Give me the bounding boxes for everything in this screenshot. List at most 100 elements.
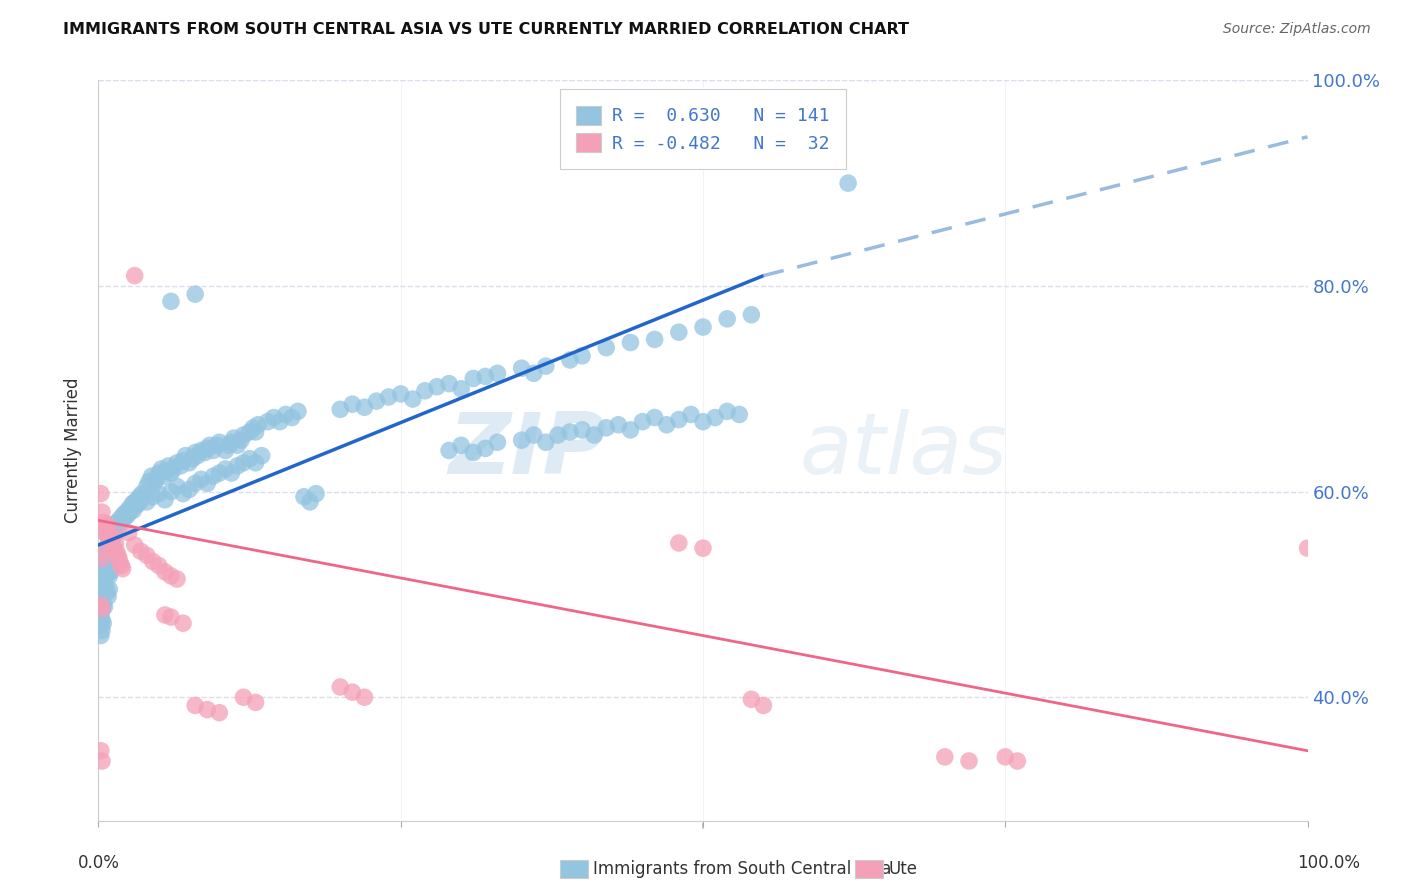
Y-axis label: Currently Married: Currently Married xyxy=(65,377,83,524)
Point xyxy=(486,435,509,450)
Point xyxy=(148,486,170,500)
Point xyxy=(226,458,249,473)
Point xyxy=(716,404,738,418)
Point xyxy=(145,472,167,486)
Point xyxy=(299,495,322,509)
Point xyxy=(91,754,114,768)
Point xyxy=(162,462,184,476)
Point xyxy=(105,544,128,558)
Point xyxy=(90,744,112,758)
Point xyxy=(103,528,125,542)
Point xyxy=(94,525,117,540)
Point xyxy=(534,435,557,450)
Point xyxy=(208,466,231,480)
Point xyxy=(98,538,121,552)
Point xyxy=(142,555,165,569)
Point xyxy=(184,698,207,713)
Point xyxy=(155,464,177,478)
Point xyxy=(366,394,388,409)
Point xyxy=(239,425,262,439)
Point xyxy=(523,367,546,381)
Point xyxy=(124,268,146,283)
Point xyxy=(91,551,114,566)
Point xyxy=(107,549,129,563)
Point xyxy=(122,503,145,517)
Point xyxy=(668,412,690,426)
Text: IMMIGRANTS FROM SOUTH CENTRAL ASIA VS UTE CURRENTLY MARRIED CORRELATION CHART: IMMIGRANTS FROM SOUTH CENTRAL ASIA VS UT… xyxy=(63,22,910,37)
Point xyxy=(166,572,188,586)
Point xyxy=(728,408,751,422)
Point xyxy=(138,475,160,489)
Point xyxy=(595,341,617,355)
Point xyxy=(118,502,141,516)
Point xyxy=(218,438,240,452)
Point xyxy=(287,404,309,418)
Point xyxy=(214,443,236,458)
Point xyxy=(105,516,128,530)
Legend: R =  0.630   N = 141, R = -0.482   N =  32: R = 0.630 N = 141, R = -0.482 N = 32 xyxy=(560,89,846,169)
Point xyxy=(118,525,141,540)
Point xyxy=(103,541,125,556)
Point xyxy=(571,423,593,437)
Point xyxy=(558,353,581,368)
Point xyxy=(463,445,485,459)
Point xyxy=(194,445,217,459)
Point xyxy=(96,585,118,599)
Point xyxy=(329,680,352,694)
Point xyxy=(184,287,207,301)
Point xyxy=(141,469,163,483)
Point xyxy=(474,442,496,456)
Point xyxy=(91,603,114,617)
Point xyxy=(704,410,727,425)
Point xyxy=(94,579,117,593)
Point xyxy=(166,456,188,470)
Point xyxy=(100,565,122,579)
Point xyxy=(97,562,120,576)
Point xyxy=(232,428,254,442)
Point xyxy=(534,359,557,373)
Text: Immigrants from South Central Asia: Immigrants from South Central Asia xyxy=(593,860,891,878)
Point xyxy=(110,558,132,573)
Point xyxy=(245,456,267,470)
Point xyxy=(112,507,135,521)
Point xyxy=(121,497,143,511)
Point xyxy=(184,476,207,491)
Point xyxy=(668,325,690,339)
Point xyxy=(274,408,297,422)
Point xyxy=(124,495,146,509)
Point xyxy=(135,549,157,563)
Point xyxy=(91,569,114,583)
Point xyxy=(437,376,460,391)
Point xyxy=(232,690,254,705)
Point xyxy=(190,443,212,458)
Point xyxy=(97,590,120,604)
Point xyxy=(752,698,775,713)
Point xyxy=(96,546,118,560)
Point xyxy=(263,410,285,425)
Point xyxy=(120,500,142,514)
Point xyxy=(221,466,243,480)
Point xyxy=(692,415,714,429)
Point xyxy=(934,750,956,764)
Point xyxy=(208,706,231,720)
Point xyxy=(124,538,146,552)
Point xyxy=(160,569,183,583)
Point xyxy=(135,495,157,509)
Point xyxy=(153,565,176,579)
Point xyxy=(150,462,173,476)
Point xyxy=(450,382,472,396)
Point xyxy=(187,449,209,463)
Point xyxy=(169,458,191,473)
Point xyxy=(292,490,315,504)
Point xyxy=(571,349,593,363)
Point xyxy=(202,443,225,458)
Point xyxy=(111,562,134,576)
Point xyxy=(172,486,194,500)
Point xyxy=(100,525,122,540)
Point xyxy=(107,517,129,532)
Point xyxy=(229,433,252,447)
Point xyxy=(181,451,204,466)
Point xyxy=(128,490,150,504)
Point xyxy=(91,587,114,601)
Point xyxy=(101,524,124,538)
